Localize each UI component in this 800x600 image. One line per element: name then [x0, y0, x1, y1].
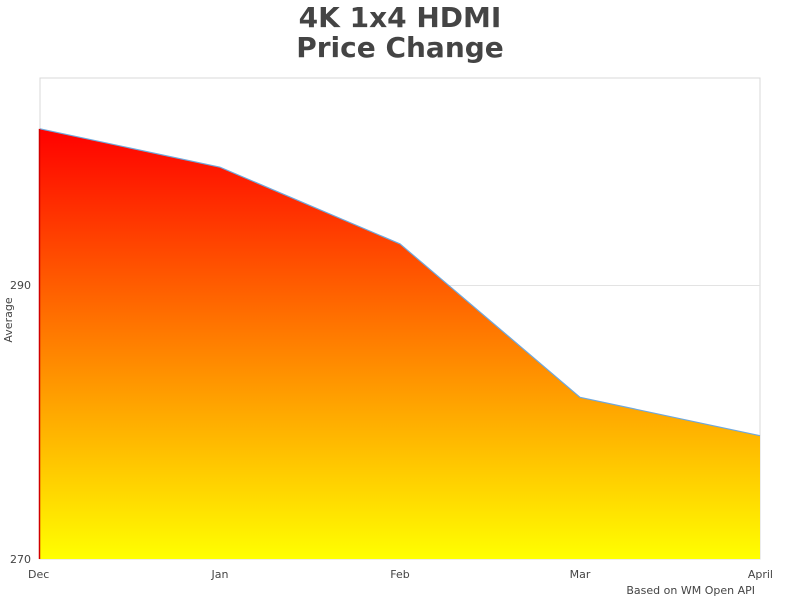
chart-title-line-2: Price Change [296, 31, 504, 64]
chart-title-line-1: 4K 1x4 HDMI [298, 1, 502, 34]
y-tick-label: 270 [10, 553, 31, 566]
series-line [39, 128, 761, 437]
x-tick-label: Jan [211, 568, 229, 581]
chart-title: 4K 1x4 HDMI Price Change [0, 0, 800, 63]
area-series [40, 128, 760, 559]
x-tick-label: April [748, 568, 773, 581]
x-tick-label: Dec [28, 568, 49, 581]
y-axis-ticks: 270 290 [10, 279, 31, 566]
y-tick-label: 290 [10, 279, 31, 292]
credit-text: Based on WM Open API [626, 584, 755, 597]
x-axis-ticks: Dec Jan Feb Mar April [28, 568, 773, 581]
x-tick-label: Feb [390, 568, 409, 581]
x-tick-label: Mar [570, 568, 591, 581]
y-axis-label: Average [2, 297, 15, 342]
